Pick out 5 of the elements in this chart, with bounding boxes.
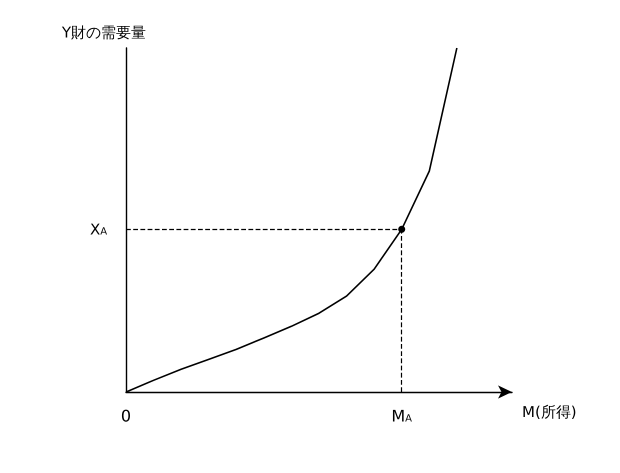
x-tick-label: MA [391, 406, 412, 426]
x-tick-label: 0 [120, 406, 132, 426]
y-axis-title: Y財の需要量 [60, 24, 146, 42]
x-axis-title: M(所得) [522, 403, 577, 421]
ref-line-label: XA [90, 220, 108, 238]
